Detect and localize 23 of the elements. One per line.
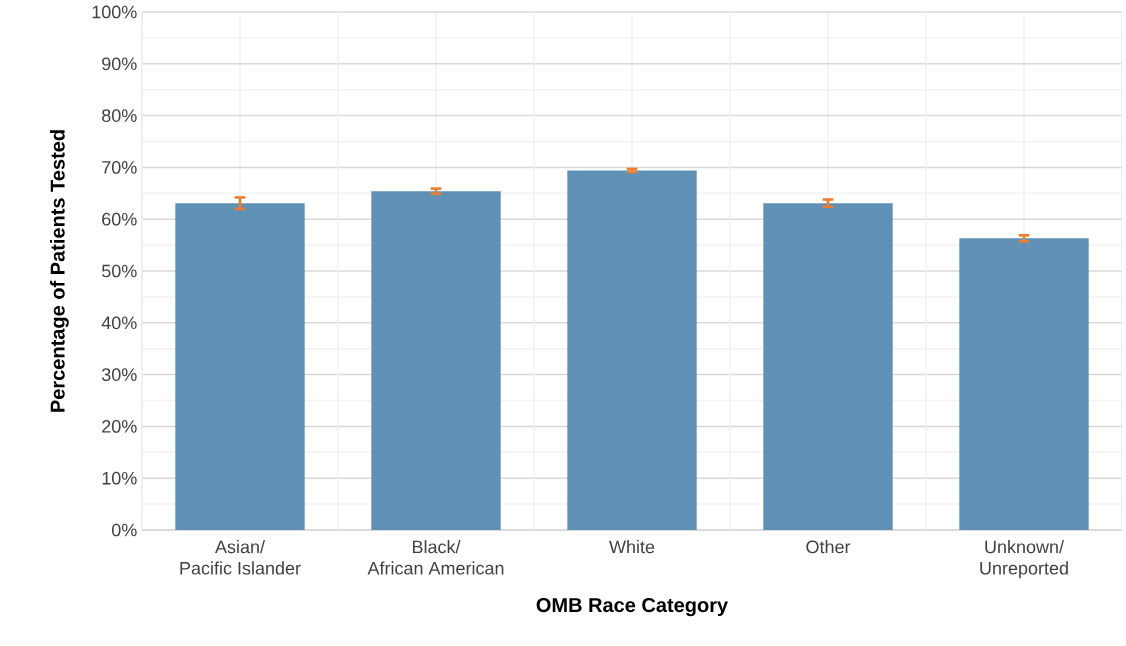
y-tick-label: 70% xyxy=(102,161,137,174)
bar xyxy=(371,191,501,530)
x-axis-title: OMB Race Category xyxy=(536,597,729,617)
y-tick-label: 60% xyxy=(102,212,137,226)
y-tick-label: 40% xyxy=(101,316,137,330)
y-tick-label: 80% xyxy=(102,109,137,122)
x-tick-label: Asian/ Pacific Islander xyxy=(180,540,301,575)
bar xyxy=(763,203,893,530)
x-tick-label: White xyxy=(609,540,655,554)
y-tick-label: 50% xyxy=(101,264,137,278)
bar xyxy=(959,238,1089,530)
bar xyxy=(175,203,305,530)
y-tick-label: 20% xyxy=(102,420,137,433)
x-tick-label: Black/ African American xyxy=(367,540,504,575)
y-tick-label: 0% xyxy=(111,523,137,537)
bar xyxy=(567,170,697,530)
y-tick-label: 90% xyxy=(102,57,137,71)
x-tick-label: Unknown/ Unreported xyxy=(980,540,1068,579)
y-tick-label: 100% xyxy=(92,5,137,19)
y-axis-title: Percentage of Patients Tested xyxy=(50,130,69,412)
y-tick-label: 30% xyxy=(101,368,137,381)
y-tick-label: 10% xyxy=(102,471,137,485)
x-tick-label: Other xyxy=(806,540,851,554)
